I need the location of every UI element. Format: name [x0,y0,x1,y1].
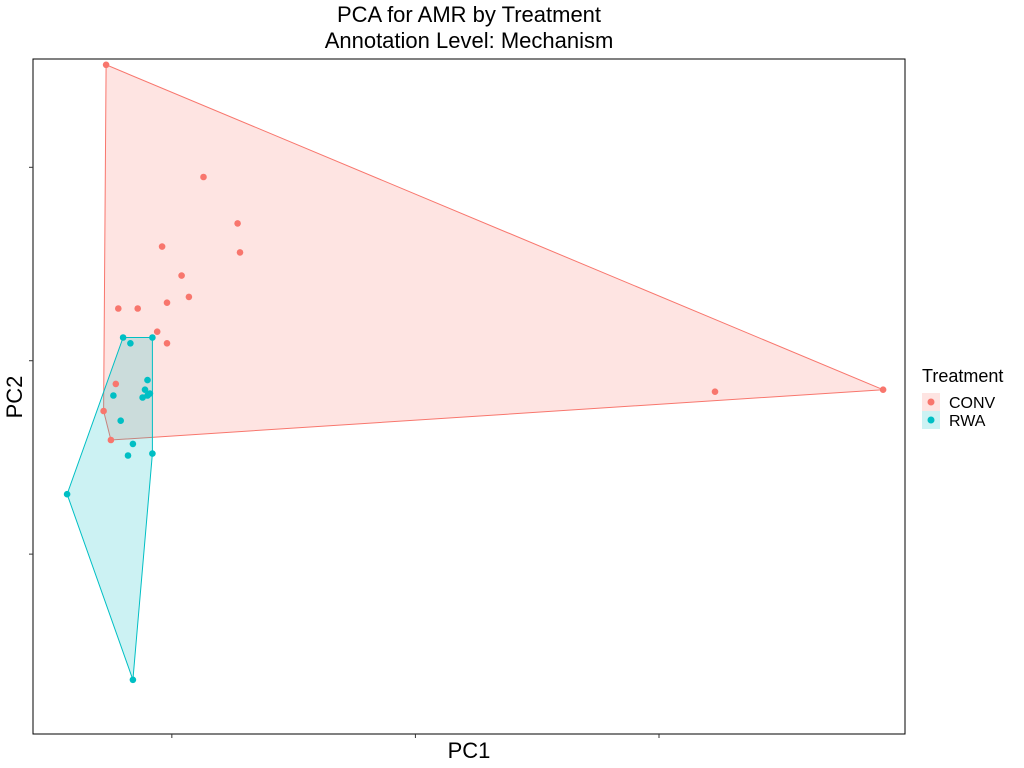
hull-rwa [66,337,153,680]
point-conv-13 [100,407,107,415]
chart-subtitle: Annotation Level: Mechanism [325,28,614,53]
axis-ticks [29,166,660,738]
point-conv-4 [158,243,166,250]
hull-layer [66,64,884,680]
point-conv-12 [112,380,120,388]
point-conv-8 [163,299,171,307]
point-conv-0 [102,61,110,69]
point-conv-7 [134,305,141,312]
x-axis-title: PC1 [448,738,491,763]
points-layer [63,61,887,684]
point-conv-6 [185,293,193,301]
point-conv-10 [153,328,161,336]
point-rwa-14 [129,676,137,684]
point-rwa-8 [110,392,117,399]
hull-conv [103,64,884,441]
legend-dot-conv [927,398,935,406]
plot-panel-border [32,58,906,735]
point-rwa-1 [127,340,134,347]
point-rwa-10 [129,440,137,448]
point-rwa-7 [146,390,154,397]
chart-title: PCA for AMR by Treatment [337,2,601,27]
point-rwa-12 [124,452,132,459]
legend-dot-rwa [927,416,935,424]
point-rwa-11 [149,450,156,457]
point-conv-5 [178,272,185,279]
point-rwa-2 [149,334,156,341]
point-rwa-0 [119,334,127,341]
point-rwa-9 [117,417,124,425]
point-conv-14 [107,436,115,444]
y-axis-title: PC2 [2,376,27,419]
point-rwa-13 [63,490,71,498]
point-conv-11 [163,340,171,347]
point-conv-15 [711,388,719,396]
point-conv-9 [115,305,122,312]
legend: Treatment CONV RWA [922,366,1003,430]
legend-label-conv: CONV [949,395,996,412]
legend-item-rwa: RWA [922,411,986,430]
legend-label-rwa: RWA [949,413,986,430]
point-conv-16 [879,386,887,394]
legend-item-conv: CONV [922,393,996,412]
point-conv-1 [200,173,207,181]
point-rwa-3 [144,376,151,384]
point-conv-3 [236,249,244,256]
legend-title: Treatment [922,366,1003,386]
point-conv-2 [234,220,241,227]
point-rwa-4 [141,386,149,394]
